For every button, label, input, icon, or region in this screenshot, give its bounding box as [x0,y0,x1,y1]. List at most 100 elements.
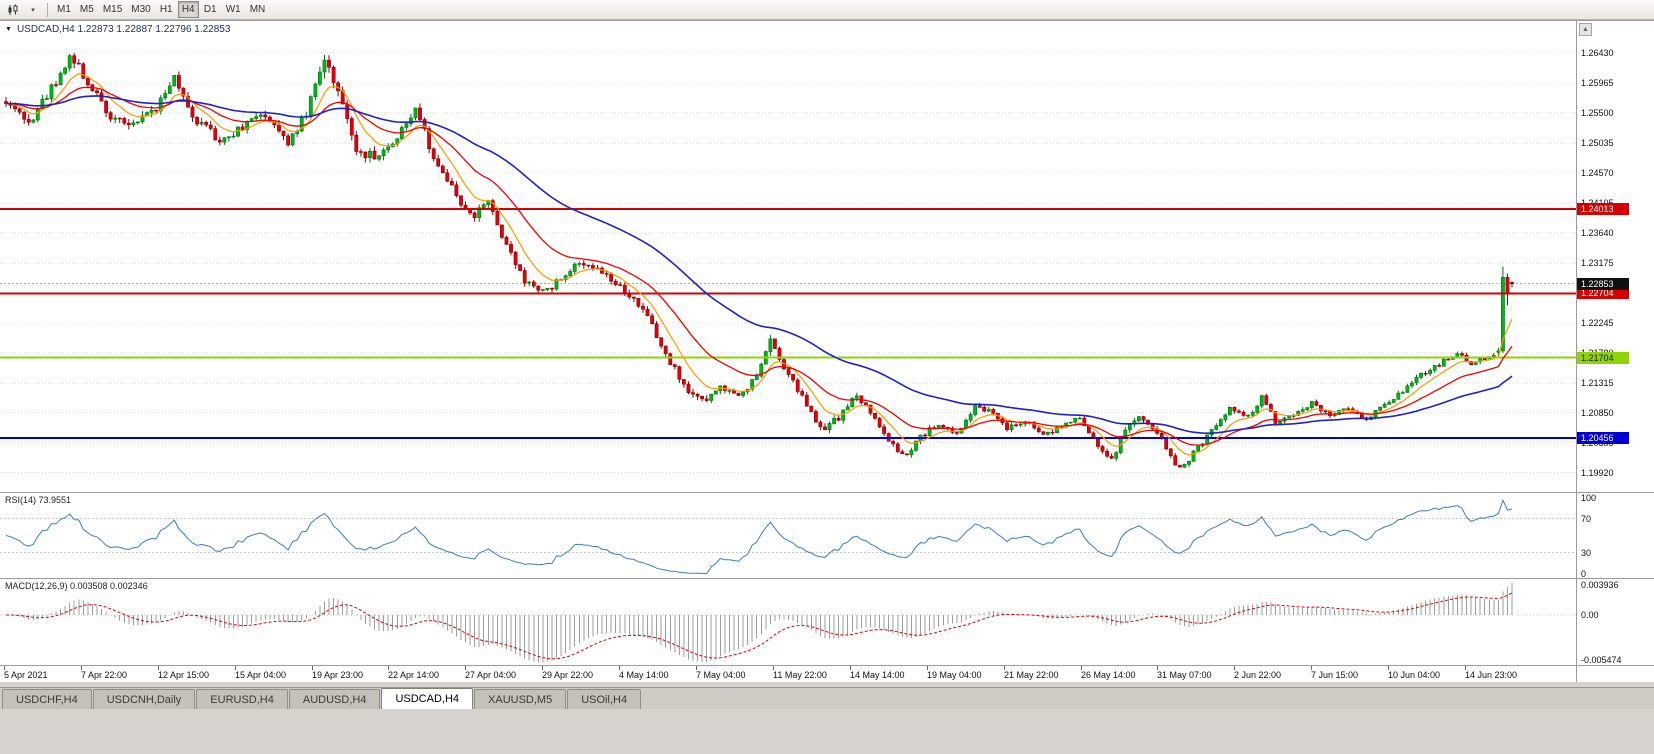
time-axis-label: 19 Apr 23:00 [312,670,364,680]
tf-button-w1[interactable]: W1 [222,1,245,18]
time-tick [158,666,159,670]
macd-axis-label: 0.003936 [1581,580,1619,590]
time-tick [235,666,236,670]
tf-button-mn[interactable]: MN [246,1,270,18]
scroll-up-button[interactable]: ▲ [1579,23,1592,36]
time-axis[interactable]: 5 Apr 2021 7 Apr 22:00 12 Apr 15:00 15 Apr … [0,665,1576,682]
time-axis-label: 11 May 22:00 [773,670,827,680]
rsi-axis-label: 0 [1581,569,1587,579]
price-axis-label: 1.25500 [1581,108,1614,118]
tab-audusd-h4[interactable]: AUDUSD,H4 [288,689,381,709]
chart-type-button[interactable] [3,1,23,18]
time-axis-label: 7 Jun 15:00 [1311,670,1359,680]
time-tick [4,666,5,670]
time-axis-label: 7 May 04:00 [696,670,746,680]
macd-histogram [10,583,1513,663]
price-axis-label: 1.20850 [1581,408,1614,418]
rsi-axis-label: 30 [1581,548,1592,558]
tab-usdcad-h4[interactable]: USDCAD,H4 [381,688,474,709]
time-tick [1465,666,1466,670]
time-axis-label: 26 May 14:00 [1081,670,1136,680]
time-axis-label: 12 Apr 15:00 [158,670,210,680]
price-axis[interactable]: ▲ 1.26430 1.25965 1.25500 1.25035 1.24570 1.2… [1576,21,1654,682]
macd-label: MACD(12,26,9) 0.003508 0.002346 [5,581,148,591]
time-tick [1157,666,1158,670]
price-line-badge: 1.20456 [1577,432,1629,444]
rsi-axis-label: 100 [1581,493,1597,503]
price-line-badge: 1.22704 [1577,287,1629,299]
rsi-label: RSI(14) 73.9551 [5,495,72,505]
macd-svg [0,583,1576,663]
macd-axis-label: -0.005474 [1581,655,1622,665]
time-axis-label: 29 Apr 22:00 [542,670,594,680]
pane-separator [1577,665,1654,666]
time-tick [312,666,313,670]
chart-title-text: USDCAD,H4 1.22873 1.22887 1.22796 1.2285… [16,24,231,35]
tf-button-h4[interactable]: H4 [177,1,199,18]
price-axis-label: 1.25965 [1581,78,1614,88]
time-tick [1081,666,1082,670]
toolbar-separator [47,2,48,17]
ma-line-8 [5,73,1513,456]
time-tick [850,666,851,670]
time-axis-label: 21 May 22:00 [1004,670,1059,680]
ma-line-55 [5,95,1513,435]
ma-line-21 [5,86,1513,446]
chart-tab-bar: USDCHF,H4 USDCNH,Daily EURUSD,H4 AUDUSD,… [0,687,1654,709]
price-line-badge: 1.24013 [1577,203,1629,215]
current-price-badge: 1.22853 [1577,278,1629,290]
time-tick [927,666,928,670]
time-axis-label: 10 Jun 04:00 [1388,670,1441,680]
tab-eurusd-h4[interactable]: EURUSD,H4 [196,689,288,709]
price-axis-label: 1.23175 [1581,258,1614,268]
time-axis-label: 7 Apr 22:00 [81,670,128,680]
time-axis-label: 31 May 07:00 [1157,670,1212,680]
price-axis-label: 1.19920 [1581,468,1614,478]
price-axis-label: 1.26430 [1581,48,1614,58]
time-axis-label: 19 May 04:00 [927,670,982,680]
chart-area[interactable]: ▼ USDCAD,H4 1.22873 1.22887 1.22796 1.228… [0,20,1654,682]
time-axis-label: 4 May 14:00 [619,670,669,680]
top-toolbar: ▾ M1 M5 M15 M30 H1 H4 D1 W1 MN [0,0,1654,20]
tab-usdchf-h4[interactable]: USDCHF,H4 [2,689,92,709]
time-tick [1311,666,1312,670]
time-tick [542,666,543,670]
time-axis-label: 14 Jun 23:00 [1465,670,1518,680]
candles-layer [4,52,1514,468]
tab-xauusd-m5[interactable]: XAUUSD,M5 [474,689,567,709]
time-axis-label: 22 Apr 14:00 [388,670,440,680]
status-strip [0,709,1654,754]
price-axis-label: 1.21315 [1581,378,1614,388]
time-axis-label: 15 Apr 04:00 [235,670,287,680]
chart-title: ▼ USDCAD,H4 1.22873 1.22887 1.22796 1.228… [5,24,230,35]
candlestick-icon [8,4,18,15]
price-axis-label: 1.24570 [1581,168,1614,178]
tab-usdcnh-daily[interactable]: USDCNH,Daily [92,689,196,709]
price-chart-svg [0,52,1576,474]
price-pane[interactable]: ▼ USDCAD,H4 1.22873 1.22887 1.22796 1.228… [0,21,1576,492]
price-axis-label: 1.23640 [1581,228,1614,238]
rsi-svg [0,498,1576,575]
time-tick [773,666,774,670]
tf-button-m15[interactable]: M15 [99,1,126,18]
chart-dropdown-button[interactable]: ▾ [24,1,42,18]
rsi-axis-label: 70 [1581,514,1592,524]
time-tick [1004,666,1005,670]
tf-button-m30[interactable]: M30 [127,1,154,18]
tab-usoil-h4[interactable]: USOil,H4 [567,689,642,709]
chart-menu-icon[interactable]: ▼ [5,26,12,33]
tf-button-m5[interactable]: M5 [76,1,98,18]
time-tick [696,666,697,670]
tf-button-m1[interactable]: M1 [53,1,75,18]
time-axis-label: 5 Apr 2021 [4,670,48,680]
time-axis-label: 2 Jun 22:00 [1234,670,1282,680]
tf-button-h1[interactable]: H1 [156,1,177,18]
time-tick [619,666,620,670]
rsi-pane[interactable]: RSI(14) 73.9551 [0,492,1576,578]
time-tick [1234,666,1235,670]
tf-button-d1[interactable]: D1 [200,1,221,18]
macd-pane[interactable]: MACD(12,26,9) 0.003508 0.002346 [0,578,1576,665]
price-line-badge: 1.21704 [1577,352,1629,364]
time-tick [1388,666,1389,670]
